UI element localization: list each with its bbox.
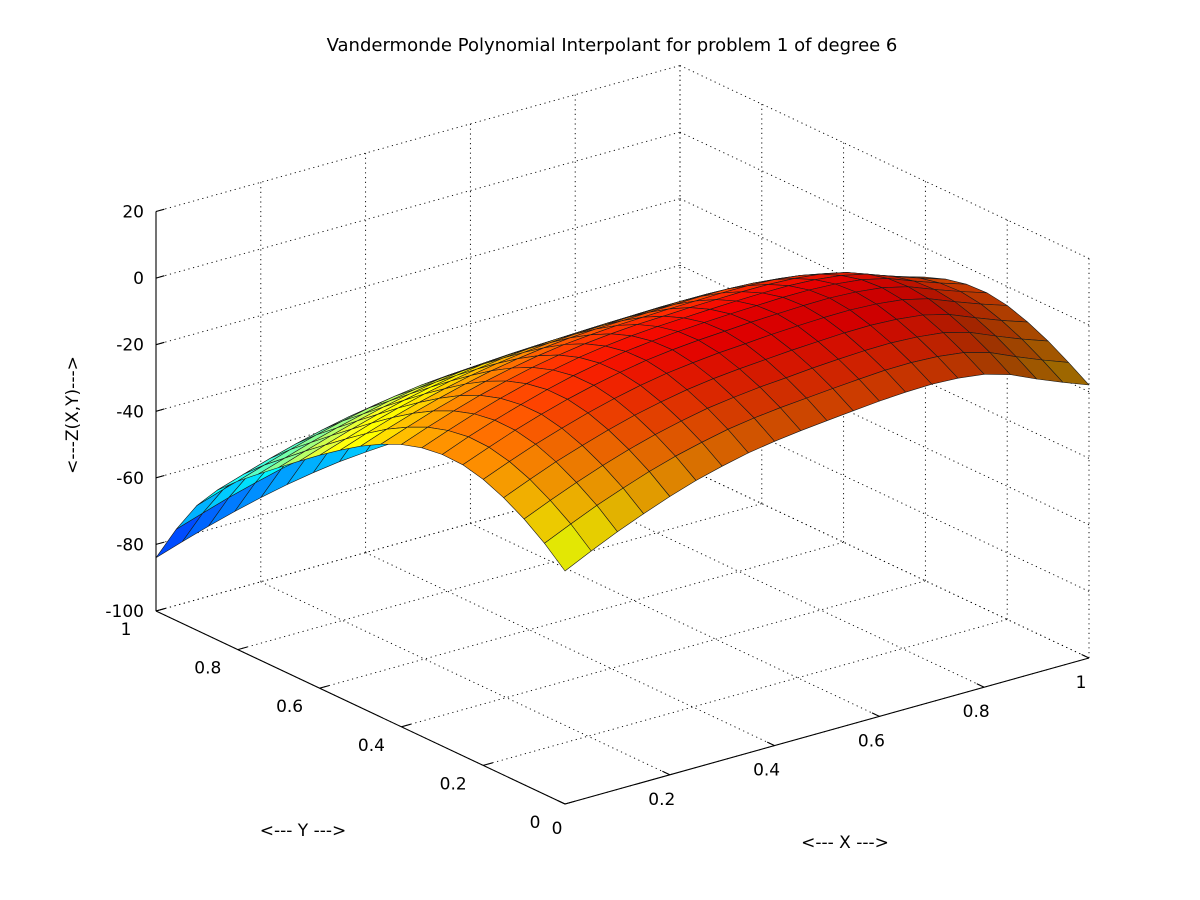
x-tick — [1081, 654, 1090, 659]
surface-mesh — [155, 272, 1090, 572]
x-tick — [557, 800, 566, 805]
x-axis-line — [564, 657, 1090, 805]
z-tick-label: -20 — [116, 336, 144, 356]
z-tick-label: 20 — [122, 203, 144, 223]
z-tick-label: -80 — [116, 535, 144, 555]
grid-line — [483, 618, 1008, 766]
z-tick-label: -40 — [116, 402, 144, 422]
x-tick-label: 1 — [1076, 673, 1087, 693]
y-tick — [483, 762, 493, 766]
grid-line — [319, 541, 844, 689]
chart-title: Vandermonde Polynomial Interpolant for p… — [327, 35, 898, 56]
z-tick — [155, 541, 165, 545]
y-tick — [237, 646, 248, 651]
axes-frame — [155, 208, 1090, 805]
grid-line — [237, 503, 762, 651]
z-tick-label: -60 — [116, 469, 144, 489]
x-axis-label: <--- X ---> — [801, 833, 889, 853]
grid-line — [401, 580, 926, 728]
grid-line — [679, 65, 1090, 259]
x-tick-label: 0 — [552, 819, 563, 839]
y-tick-label: 0.4 — [358, 736, 385, 756]
y-tick-label: 0.6 — [276, 697, 303, 717]
y-tick-label: 0.8 — [194, 659, 221, 679]
grid-line — [470, 522, 880, 717]
y-axis-label: <--- Y ---> — [260, 821, 347, 841]
x-tick-label: 0.4 — [753, 761, 780, 781]
tick-labels: 000.20.20.40.4 0.60.6 0.80.811-100-80-60-4… — [105, 203, 1086, 840]
x-tick — [662, 770, 671, 776]
z-tick — [155, 275, 165, 279]
x-tick — [871, 712, 880, 717]
grid-line — [155, 198, 681, 346]
grid-line — [679, 131, 1090, 326]
z-tick-label: -100 — [105, 602, 144, 622]
z-tick — [155, 341, 165, 346]
grid-line — [679, 464, 1090, 659]
y-axis-line — [155, 610, 566, 805]
grid-line — [679, 397, 1090, 592]
surface-patch — [155, 512, 203, 559]
z-tick — [155, 208, 165, 213]
grid-line — [155, 65, 681, 212]
z-tick — [155, 408, 165, 412]
y-tick-label: 0 — [530, 813, 541, 833]
z-tick-label: 0 — [133, 269, 144, 289]
surface-patch — [544, 523, 592, 572]
x-tick — [766, 741, 775, 747]
x-tick — [976, 683, 985, 688]
z-axis-label: <---Z(X,Y)---> — [63, 356, 83, 474]
y-tick-label: 1 — [121, 620, 132, 640]
x-tick-label: 0.2 — [648, 790, 675, 810]
y-tick-label: 0.2 — [440, 774, 467, 794]
grid-line — [260, 581, 670, 776]
grid-line — [365, 552, 775, 747]
x-tick-label: 0.8 — [963, 702, 990, 722]
y-tick — [401, 723, 411, 728]
z-tick — [155, 608, 165, 612]
grid-line — [679, 331, 1090, 526]
x-tick-label: 0.6 — [858, 731, 885, 751]
y-tick — [319, 685, 330, 689]
z-tick — [155, 474, 165, 479]
y-tick — [564, 800, 575, 805]
grid-line — [155, 131, 681, 279]
grid-line — [575, 493, 985, 688]
